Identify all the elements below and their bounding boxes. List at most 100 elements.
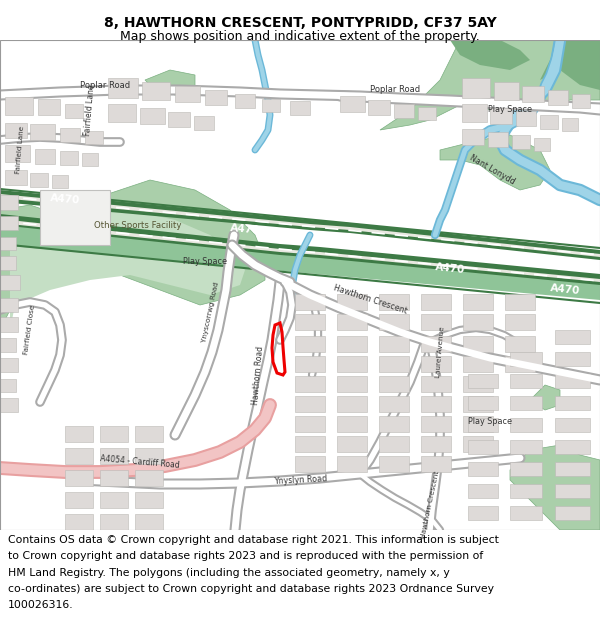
- Text: A470: A470: [50, 192, 80, 205]
- Text: A470: A470: [434, 262, 466, 276]
- Bar: [100, 426, 128, 442]
- Polygon shape: [450, 40, 530, 70]
- Text: Other Sports Facility: Other Sports Facility: [94, 221, 182, 229]
- Text: Poplar Road: Poplar Road: [370, 86, 420, 94]
- Bar: [295, 416, 325, 432]
- Bar: [555, 330, 590, 344]
- Bar: [555, 374, 590, 388]
- Bar: [555, 506, 590, 520]
- Polygon shape: [10, 210, 245, 450]
- Bar: [5, 170, 27, 185]
- Bar: [421, 376, 451, 392]
- Text: Fairfield Lane: Fairfield Lane: [15, 126, 25, 174]
- Bar: [379, 294, 409, 310]
- Polygon shape: [0, 194, 600, 257]
- Bar: [0, 398, 18, 412]
- Bar: [5, 123, 27, 138]
- Text: Play Space: Play Space: [183, 258, 227, 266]
- Bar: [295, 376, 325, 392]
- Bar: [0, 216, 18, 230]
- Text: co-ordinates) are subject to Crown copyright and database rights 2023 Ordnance S: co-ordinates) are subject to Crown copyr…: [8, 584, 494, 594]
- Bar: [555, 418, 590, 432]
- Polygon shape: [540, 40, 600, 90]
- Bar: [337, 336, 367, 352]
- Bar: [421, 456, 451, 472]
- Bar: [65, 448, 93, 464]
- Bar: [60, 128, 80, 142]
- Bar: [379, 356, 409, 372]
- Polygon shape: [380, 40, 600, 130]
- Bar: [468, 418, 498, 432]
- Bar: [140, 108, 165, 124]
- Polygon shape: [0, 214, 600, 276]
- Bar: [340, 96, 365, 112]
- Text: Laurel Avenue: Laurel Avenue: [435, 326, 445, 378]
- Bar: [555, 484, 590, 498]
- Text: Play Space: Play Space: [488, 106, 532, 114]
- Bar: [379, 336, 409, 352]
- Bar: [522, 86, 544, 102]
- Bar: [30, 173, 48, 187]
- Bar: [337, 314, 367, 330]
- Bar: [40, 190, 110, 245]
- Bar: [368, 100, 390, 115]
- Bar: [295, 396, 325, 412]
- Polygon shape: [0, 180, 265, 470]
- Bar: [463, 336, 493, 352]
- Bar: [337, 456, 367, 472]
- Polygon shape: [440, 135, 550, 190]
- Bar: [462, 129, 484, 145]
- Text: Play Space: Play Space: [468, 418, 512, 426]
- Text: HM Land Registry. The polygons (including the associated geometry, namely x, y: HM Land Registry. The polygons (includin…: [8, 568, 449, 578]
- Bar: [462, 104, 487, 122]
- Bar: [5, 97, 33, 115]
- Bar: [168, 112, 190, 127]
- Bar: [548, 90, 568, 105]
- Bar: [0, 358, 18, 372]
- Bar: [65, 426, 93, 442]
- Bar: [463, 356, 493, 372]
- Bar: [82, 153, 98, 166]
- Bar: [295, 456, 325, 472]
- Bar: [540, 115, 558, 129]
- Bar: [510, 418, 542, 432]
- Bar: [0, 237, 16, 250]
- Bar: [418, 107, 436, 120]
- Bar: [463, 416, 493, 432]
- Bar: [175, 86, 200, 102]
- Text: Fairfield Close: Fairfield Close: [23, 304, 37, 356]
- Bar: [555, 352, 590, 366]
- Bar: [0, 195, 18, 210]
- Bar: [421, 314, 451, 330]
- Text: 8, HAWTHORN CRESCENT, PONTYPRIDD, CF37 5AY: 8, HAWTHORN CRESCENT, PONTYPRIDD, CF37 5…: [104, 16, 496, 29]
- Bar: [505, 336, 535, 352]
- Bar: [534, 138, 550, 151]
- Bar: [5, 145, 30, 162]
- Bar: [421, 336, 451, 352]
- Bar: [0, 338, 16, 352]
- Bar: [100, 514, 128, 530]
- Bar: [0, 256, 16, 270]
- Bar: [505, 314, 535, 330]
- Bar: [65, 514, 93, 530]
- Bar: [379, 416, 409, 432]
- Bar: [463, 436, 493, 452]
- Bar: [38, 99, 60, 115]
- Bar: [379, 376, 409, 392]
- Bar: [379, 456, 409, 472]
- Bar: [135, 448, 163, 464]
- Bar: [555, 462, 590, 476]
- Bar: [490, 108, 512, 124]
- Bar: [65, 104, 83, 118]
- Text: Poplar Road: Poplar Road: [80, 81, 130, 91]
- Bar: [463, 396, 493, 412]
- Bar: [421, 356, 451, 372]
- Bar: [235, 94, 255, 108]
- Text: Ynyscorrwg Road: Ynyscorrwg Road: [200, 281, 220, 343]
- Bar: [295, 356, 325, 372]
- Bar: [295, 436, 325, 452]
- Bar: [52, 175, 68, 188]
- Bar: [100, 448, 128, 464]
- Bar: [100, 470, 128, 486]
- Bar: [35, 149, 55, 164]
